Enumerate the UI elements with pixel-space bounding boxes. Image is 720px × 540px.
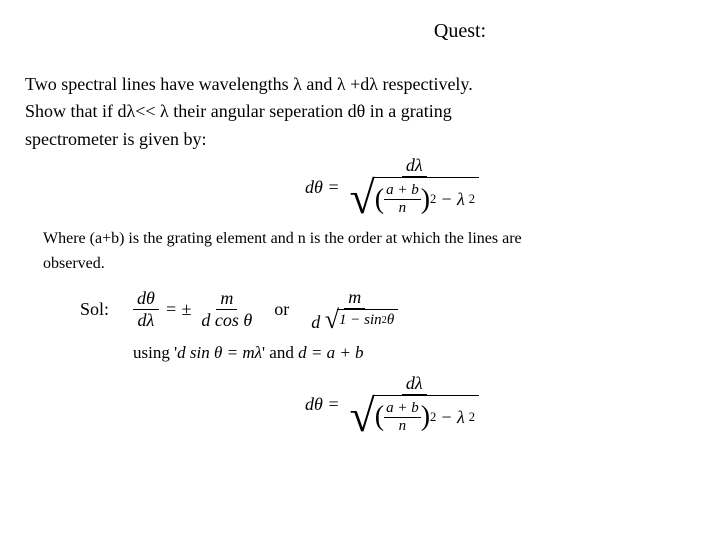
inner-den-2: n (397, 418, 409, 435)
where-line-2: observed. (43, 254, 695, 275)
final-num: dλ (402, 373, 427, 395)
problem-line-3: spectrometer is given by: (25, 128, 695, 151)
sol-eq-1: dθ dλ = ± m d cos θ or m d √ (133, 287, 402, 333)
final-lhs: dθ = (305, 394, 340, 415)
problem-line-2: Show that if dλ<< λ their angular sepera… (25, 100, 695, 123)
rhs1-frac: m d cos θ (197, 288, 256, 331)
minus-lambda: − λ (440, 189, 464, 210)
eq-rhs-fraction: dλ √ ( a + b n )2 − λ2 (346, 155, 484, 219)
under-sqrt-2: ( a + b n )2 − λ2 (373, 395, 479, 437)
inner-den: n (397, 200, 409, 217)
slide-page: Quest: Two spectral lines have wavelengt… (0, 0, 720, 457)
using-prefix: using ' (133, 343, 177, 362)
inner-num: a + b (384, 182, 421, 200)
eq-lhs: dθ = (305, 177, 340, 198)
small-sqrt-icon: √ 1 − sin2 θ (325, 309, 399, 331)
under-sqrt: ( a + b n )2 − λ2 (373, 177, 479, 219)
using-and: ' and (262, 343, 298, 362)
sqrt-icon-2: √ ( a + b n )2 − λ2 (350, 395, 480, 437)
eq-numerator: dλ (402, 155, 427, 177)
rhs1-den: d cos θ (197, 310, 256, 331)
final-den: √ ( a + b n )2 − λ2 (346, 395, 484, 437)
theta-tail: θ (387, 312, 394, 329)
sol-label: Sol: (80, 287, 109, 320)
main-formula: dθ = dλ √ ( a + b n )2 − λ2 (305, 155, 695, 219)
one-minus-sin: 1 − sin (339, 312, 382, 329)
lhs-num: dθ (133, 288, 159, 310)
rhs1-num: m (216, 288, 237, 310)
using-eq2: d = a + b (298, 343, 363, 362)
inner-fraction-2: a + b n (384, 400, 421, 435)
rhs2-d: d (311, 312, 320, 332)
final-fraction: dλ √ ( a + b n )2 − λ2 (346, 373, 484, 437)
lhs-den: dλ (134, 310, 159, 331)
inner-num-2: a + b (384, 400, 421, 418)
rhs2-num: m (344, 287, 365, 309)
final-formula: dθ = dλ √ ( a + b n )2 − λ2 (305, 373, 695, 437)
lhs-frac: dθ dλ (133, 288, 159, 331)
title: Quest: (225, 20, 695, 43)
where-line-1: Where (a+b) is the grating element and n… (43, 229, 695, 250)
sol-equations: dθ dλ = ± m d cos θ or m d √ (133, 287, 402, 363)
minus-lambda-2: − λ (440, 407, 464, 428)
using-line: using 'd sin θ = mλ' and d = a + b (133, 343, 402, 363)
using-eq1: d sin θ = mλ (177, 343, 262, 362)
radical-icon-2: √ (350, 395, 375, 437)
equals-pm: = ± (165, 299, 192, 320)
rhs2-frac: m d √ 1 − sin2 θ (307, 287, 402, 333)
radical-icon: √ (350, 177, 375, 219)
solution-row: Sol: dθ dλ = ± m d cos θ or m d (80, 287, 695, 363)
rhs2-den: d √ 1 − sin2 θ (307, 309, 402, 333)
inner-fraction: a + b n (384, 182, 421, 217)
under-sqrt-small: 1 − sin2 θ (337, 309, 398, 331)
or-text: or (274, 299, 289, 320)
eq-denominator: √ ( a + b n )2 − λ2 (346, 177, 484, 219)
sqrt-icon: √ ( a + b n )2 − λ2 (350, 177, 480, 219)
problem-line-1: Two spectral lines have wavelengths λ an… (25, 73, 695, 96)
